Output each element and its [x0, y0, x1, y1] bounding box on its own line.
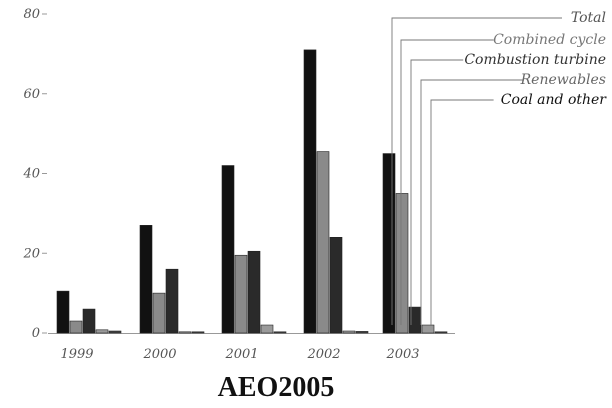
y-tick-label: 0: [32, 326, 40, 341]
bar-renewables-2002: [342, 330, 356, 334]
bar-combined-cycle-2000: [152, 292, 166, 334]
bar-coal-and-other-2003: [434, 331, 448, 334]
legend-entry-coal-and-other: Coal and other: [501, 92, 608, 108]
y-tick-label: 80: [23, 7, 40, 22]
bar-coal-and-other-2002: [355, 331, 369, 334]
x-tick-label: 2003: [385, 347, 419, 362]
bar-combined-cycle-1999: [69, 320, 83, 334]
bar-combustion-turbine-2001: [247, 250, 261, 334]
y-axis: 0 20 40 60 80: [22, 7, 47, 341]
bar-coal-and-other-2001: [273, 331, 287, 334]
bar-renewables-2001: [260, 324, 274, 334]
bar-renewables-2000: [178, 331, 192, 334]
bar-total-2000: [139, 225, 153, 334]
bar-combined-cycle-2002: [316, 151, 330, 334]
bar-coal-and-other-2000: [191, 331, 205, 334]
legend-leader-coal-and-other: [430, 99, 494, 325]
bar-combustion-turbine-1999: [82, 308, 96, 334]
bar-total-1999: [56, 290, 70, 334]
legend-entry-total: Total: [571, 10, 606, 26]
x-axis: 1999 2000 2001 2002 2003: [60, 347, 419, 362]
legend-entry-combustion-turbine: Combustion turbine: [464, 52, 606, 68]
legend-leader-combined-cycle: [400, 39, 494, 325]
legend-leader-renewables: [420, 79, 524, 325]
bar-renewables-1999: [95, 329, 109, 334]
bar-combined-cycle-2003: [395, 193, 409, 334]
bar-coal-and-other-1999: [108, 330, 122, 334]
bar-renewables-2003: [421, 324, 435, 334]
bar-total-2001: [221, 165, 235, 334]
x-tick-label: 1999: [60, 347, 93, 362]
legend: Total Combined cycle Combustion turbine Ren…: [391, 10, 608, 325]
x-tick-label: 2000: [142, 347, 176, 362]
bar-total-2002: [303, 49, 317, 334]
y-tick-label: 40: [22, 167, 40, 182]
y-tick-label: 20: [22, 246, 40, 261]
x-tick-label: 2001: [224, 347, 258, 362]
legend-leader-combustion-turbine: [410, 59, 464, 325]
chart-caption: AEO2005: [218, 372, 335, 403]
y-tick-label: 60: [23, 87, 40, 102]
x-tick-label: 2002: [306, 347, 340, 362]
bar-combustion-turbine-2002: [329, 237, 343, 334]
legend-leader-total: [391, 17, 562, 325]
bar-combined-cycle-2001: [234, 254, 248, 334]
bar-total-2003: [382, 153, 396, 334]
legend-entry-renewables: Renewables: [520, 72, 606, 88]
bar-combustion-turbine-2000: [165, 268, 179, 334]
legend-entry-combined-cycle: Combined cycle: [493, 32, 606, 48]
bars-group: [56, 49, 448, 334]
